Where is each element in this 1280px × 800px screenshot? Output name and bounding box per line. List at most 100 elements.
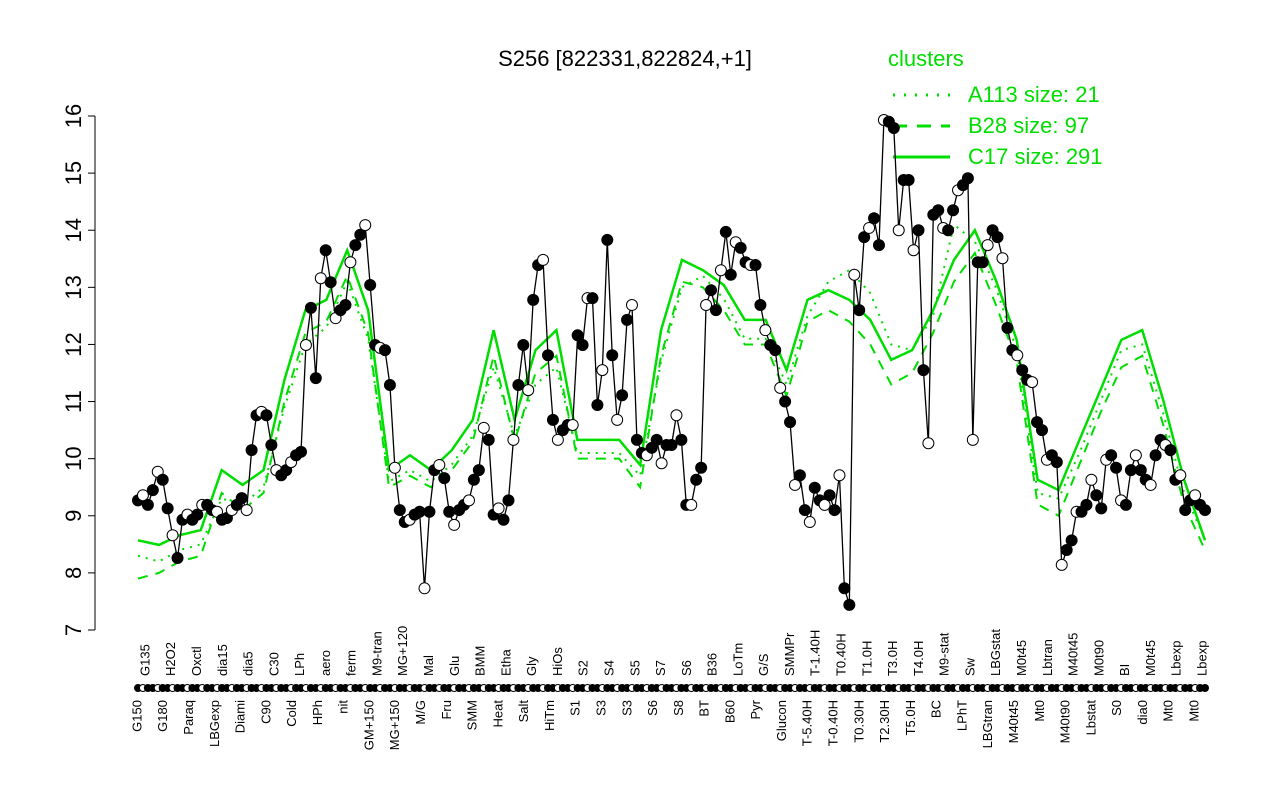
data-point <box>942 224 955 237</box>
data-point <box>947 204 960 217</box>
x-label: Lbexp <box>1194 641 1209 676</box>
data-point <box>571 329 584 342</box>
x-label: MG+120 <box>395 626 410 676</box>
x-label: Mt0 <box>1032 700 1047 722</box>
x-label: G135 <box>137 644 152 676</box>
x-label: B60 <box>722 700 737 723</box>
data-point <box>734 241 747 254</box>
data-point <box>779 395 792 408</box>
x-label: M9-stat <box>937 632 952 676</box>
x-label: M9-tran <box>369 631 384 676</box>
data-point <box>551 433 564 446</box>
data-point <box>858 231 871 244</box>
chart-title: S256 [822331,822824,+1] <box>498 46 752 71</box>
x-label: Pyr <box>748 699 763 719</box>
data-point <box>566 418 579 431</box>
data-point <box>304 301 317 314</box>
x-label: BT <box>697 700 712 717</box>
data-point <box>295 445 308 458</box>
data-point <box>156 473 169 486</box>
data-point <box>1065 534 1078 547</box>
data-point <box>793 469 806 482</box>
data-point <box>388 461 401 474</box>
data-point <box>433 458 446 471</box>
data-point <box>724 268 737 281</box>
data-point <box>191 508 204 521</box>
data-point <box>1011 349 1024 362</box>
y-tick-label: 13 <box>61 275 86 299</box>
x-label: B36 <box>705 653 720 676</box>
x-labels: G135 H2O2 Oxctl dia15 dia5 C30 LPh aero ferm M9-t… <box>129 626 1209 750</box>
x-label: Salt <box>516 700 531 723</box>
data-point <box>709 304 722 317</box>
data-point <box>774 381 787 394</box>
data-point <box>448 518 461 531</box>
x-label: S0 <box>1109 700 1124 716</box>
x-label: HPh <box>310 700 325 725</box>
data-point <box>714 264 727 277</box>
x-label: Gly <box>524 656 539 676</box>
data-point <box>591 398 604 411</box>
data-point <box>907 244 920 257</box>
x-label: T0.40H <box>834 633 849 676</box>
y-tick-label: 8 <box>61 567 86 579</box>
data-point <box>868 212 881 225</box>
data-point <box>818 498 831 511</box>
data-point <box>828 504 841 517</box>
data-point <box>1134 464 1147 477</box>
x-label: LBGstat <box>988 629 1003 676</box>
data-point <box>596 364 609 377</box>
x-label: S7 <box>653 660 668 676</box>
data-point <box>1149 449 1162 462</box>
data-point <box>502 494 515 507</box>
x-label: ferm <box>344 650 359 676</box>
data-point <box>966 433 979 446</box>
data-point <box>1080 498 1093 511</box>
legend-title: clusters <box>888 46 964 71</box>
data-point <box>754 299 767 312</box>
data-point <box>670 409 683 422</box>
x-label: T4.0H <box>911 641 926 676</box>
data-point <box>621 313 634 326</box>
data-point <box>507 433 520 446</box>
data-point <box>1164 444 1177 457</box>
data-point <box>1199 504 1211 517</box>
legend-label-c17: C17 size: 291 <box>968 144 1103 169</box>
x-label: Glucon <box>774 700 789 741</box>
data-point <box>319 244 332 257</box>
data-point <box>700 299 713 312</box>
data-point <box>1189 489 1202 502</box>
data-point <box>344 256 357 269</box>
x-label: Diami <box>233 700 248 733</box>
data-point <box>1110 461 1123 474</box>
x-label: Lbtran <box>1040 639 1055 676</box>
data-point <box>492 502 505 515</box>
x-label: LoTm <box>730 643 745 676</box>
axes: 7 8 9 10 11 12 13 14 15 16 <box>61 104 96 636</box>
x-label: Mal <box>421 655 436 676</box>
x-label: S4 <box>601 660 616 676</box>
data-point <box>887 121 900 134</box>
x-label: HiOs <box>550 647 565 676</box>
x-label: LBGexp <box>207 700 222 747</box>
data-point <box>719 225 732 238</box>
data-point <box>1055 558 1068 571</box>
data-series <box>132 113 1211 692</box>
x-label: T-1.40H <box>808 630 823 676</box>
data-point <box>1144 478 1157 491</box>
data-point <box>1105 449 1118 462</box>
data-point <box>892 224 905 237</box>
x-label: T5.0H <box>903 700 918 735</box>
data-point <box>240 504 253 517</box>
data-point <box>872 239 885 252</box>
x-label: dia15 <box>215 644 230 676</box>
data-point <box>606 349 619 362</box>
data-point <box>443 505 456 518</box>
x-label: M0t90 <box>1091 640 1106 676</box>
data-point <box>586 292 599 305</box>
x-label: nit <box>336 700 351 714</box>
data-point <box>141 498 154 511</box>
data-point <box>482 433 495 446</box>
data-point <box>161 502 174 515</box>
